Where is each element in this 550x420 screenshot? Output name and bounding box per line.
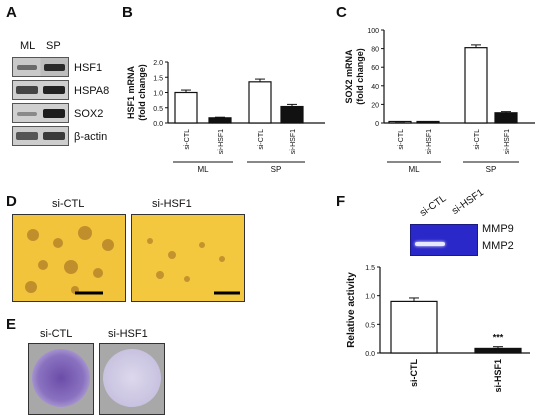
y-tick-label: 80: [371, 47, 379, 54]
well-si-ctl: [28, 343, 94, 415]
mmp2-band: [415, 242, 445, 246]
gel-band-label-mmp2: MMP2: [482, 240, 514, 252]
colony-image-si-hsf1: [147, 238, 240, 295]
category-label: si-CTL: [398, 129, 405, 150]
panel-label-e: E: [6, 316, 17, 333]
d-label-si-ctl: si-CTL: [52, 198, 85, 210]
group-label: ML: [408, 165, 420, 174]
blot-hsf1: [12, 57, 69, 77]
category-label: si-HSF1: [426, 129, 433, 154]
well-si-hsf1: [99, 343, 165, 415]
y-tick-label: 0.5: [365, 322, 375, 329]
panel-label-f: F: [336, 193, 346, 210]
blot-hspa8: [12, 80, 69, 100]
y-tick-label: 60: [371, 65, 379, 72]
bar: [174, 91, 198, 124]
y-tick-label: 0.0: [153, 121, 163, 128]
micrograph-si-hsf1: [131, 214, 245, 302]
blot-sox2: [12, 103, 69, 123]
lane-label-sp: SP: [46, 40, 61, 52]
panel-label-a: A: [6, 4, 17, 21]
bar: [280, 105, 304, 124]
y-tick-label: 1.5: [365, 265, 375, 272]
protein-label-sox2: SOX2: [74, 108, 104, 120]
e-label-si-hsf1: si-HSF1: [108, 328, 148, 340]
bar: [208, 117, 232, 124]
y-tick-label: 1.0: [365, 294, 375, 301]
y-tick-label: 1.5: [153, 75, 163, 82]
category-label: si-HSF1: [504, 129, 511, 154]
lane-label-ml: ML: [20, 40, 36, 52]
y-tick-label: 2.0: [153, 60, 163, 67]
zymogram-gel: [410, 224, 478, 256]
significance-stars: ***: [493, 333, 504, 343]
bar: [494, 112, 518, 124]
protein-label-hspa8: HSPA8: [74, 85, 110, 97]
category-label: si-CTL: [184, 129, 191, 150]
chart-f: 0.0 0.5 1.0 1.5 Relative activity si-CTL si-HS…: [346, 265, 530, 393]
category-label: si-CTL: [409, 359, 419, 388]
gel-lane-label-si-hsf1: si-HSF1: [450, 187, 486, 218]
d-label-si-hsf1: si-HSF1: [152, 198, 192, 210]
blot-beta-actin: [12, 126, 69, 146]
panel-label-b: B: [122, 4, 133, 21]
panel-label-d: D: [6, 193, 17, 210]
gel-lane-label-si-ctl: si-CTL: [418, 193, 449, 220]
y-tick-label: 0.5: [153, 106, 163, 113]
panel-label-c: C: [336, 4, 347, 21]
e-label-si-ctl: si-CTL: [40, 328, 73, 340]
bar: [248, 81, 272, 124]
colony-image-si-ctl: [25, 226, 114, 295]
group-label: SP: [486, 165, 497, 174]
chart-b: 0.0 0.5 1.0 1.5 2.0 HSF1 mRNA(fold change) si-…: [126, 60, 325, 174]
y-tick-label: 40: [371, 84, 379, 91]
y-tick-label: 1.0: [153, 91, 163, 98]
protein-label-hsf1: HSF1: [74, 62, 103, 74]
protein-label-beta-actin: β-actin: [74, 131, 108, 143]
category-label: si-CTL: [474, 129, 481, 150]
group-label: ML: [197, 165, 209, 174]
category-label: si-HSF1: [218, 129, 225, 154]
y-tick-label: 100: [367, 28, 379, 35]
bar: [390, 300, 438, 354]
gel-band-label-mmp9: MMP9: [482, 223, 514, 235]
micrograph-si-ctl: [12, 214, 126, 302]
y-axis-label: SOX2 mRNA(fold change): [344, 48, 365, 105]
bar: [464, 47, 488, 124]
category-label: si-HSF1: [290, 129, 297, 154]
chart-c: 0 20 40 60 80 100 SOX2 mRNA(fold change) si-CTL…: [344, 28, 535, 174]
category-label: si-HSF1: [493, 359, 503, 393]
bar: [474, 347, 522, 354]
y-axis-label: Relative activity: [346, 272, 357, 348]
y-axis-label: HSF1 mRNA(fold change): [126, 64, 147, 121]
y-tick-label: 0: [375, 121, 379, 128]
group-label: SP: [271, 165, 282, 174]
y-tick-label: 0.0: [365, 351, 375, 358]
y-tick-label: 20: [371, 102, 379, 109]
category-label: si-CTL: [258, 129, 265, 150]
